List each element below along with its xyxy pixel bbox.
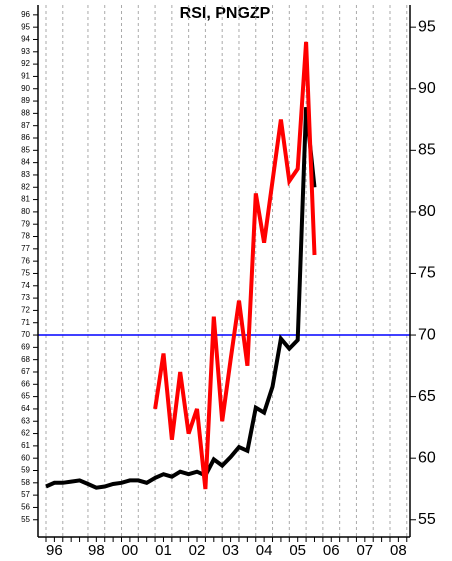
y-tick-label: 67 bbox=[21, 367, 30, 376]
x-tick-label: 00 bbox=[122, 542, 139, 559]
y2-tick-label: 65 bbox=[418, 388, 436, 405]
y-tick-label: 73 bbox=[21, 293, 30, 302]
y-tick-label: 70 bbox=[21, 330, 30, 339]
y-tick-label: 76 bbox=[21, 256, 30, 265]
y-tick-label: 55 bbox=[21, 515, 30, 524]
x-tick-label: 08 bbox=[390, 542, 407, 559]
y-tick-label: 64 bbox=[21, 404, 30, 413]
y-tick-label: 79 bbox=[21, 219, 30, 228]
y-tick-label: 71 bbox=[21, 318, 30, 327]
y-tick-label: 92 bbox=[21, 59, 30, 68]
series-line bbox=[45, 106, 317, 490]
y-tick-label: 90 bbox=[21, 84, 30, 93]
y-tick-label: 82 bbox=[21, 182, 30, 191]
y2-tick-label: 60 bbox=[418, 449, 436, 466]
y-tick-label: 72 bbox=[21, 306, 30, 315]
y-tick-label: 93 bbox=[21, 47, 30, 56]
x-tick-label: 01 bbox=[155, 542, 172, 559]
y-tick-label: 88 bbox=[21, 108, 30, 117]
y-tick-label: 89 bbox=[21, 96, 30, 105]
y-tick-label: 83 bbox=[21, 170, 30, 179]
y-tick-label: 80 bbox=[21, 207, 30, 216]
y-tick-label: 57 bbox=[21, 490, 30, 499]
y-tick-label: 95 bbox=[21, 22, 30, 31]
y2-tick-label: 85 bbox=[418, 142, 436, 159]
y2-tick-label: 75 bbox=[418, 265, 436, 282]
y-tick-label: 63 bbox=[21, 416, 30, 425]
y-tick-label: 68 bbox=[21, 355, 30, 364]
y-tick-label: 74 bbox=[21, 281, 30, 290]
y-tick-label: 85 bbox=[21, 145, 30, 154]
y-tick-label: 59 bbox=[21, 466, 30, 475]
y2-tick-label: 95 bbox=[418, 18, 436, 35]
x-tick-label: 04 bbox=[256, 542, 273, 559]
y-tick-label: 77 bbox=[21, 244, 30, 253]
y-tick-label: 96 bbox=[21, 10, 30, 19]
y-tick-label: 66 bbox=[21, 379, 30, 388]
y2-tick-label: 55 bbox=[418, 511, 436, 528]
y-tick-label: 69 bbox=[21, 342, 30, 351]
y-tick-label: 75 bbox=[21, 269, 30, 278]
y2-tick-label: 90 bbox=[418, 80, 436, 97]
x-tick-label: 05 bbox=[289, 542, 306, 559]
chart-title: RSI, PNGZP bbox=[180, 5, 271, 22]
y-tick-label: 58 bbox=[21, 478, 30, 487]
y-tick-label: 62 bbox=[21, 429, 30, 438]
y-tick-label: 56 bbox=[21, 503, 30, 512]
y-tick-label: 94 bbox=[21, 35, 30, 44]
x-tick-label: 02 bbox=[189, 542, 206, 559]
y-tick-label: 78 bbox=[21, 232, 30, 241]
y-tick-label: 84 bbox=[21, 158, 30, 167]
x-tick-label: 06 bbox=[323, 542, 340, 559]
y2-tick-label: 80 bbox=[418, 203, 436, 220]
series-line bbox=[153, 41, 317, 490]
y-tick-label: 86 bbox=[21, 133, 30, 142]
x-tick-label: 07 bbox=[356, 542, 373, 559]
x-tick-label: 96 bbox=[46, 542, 63, 559]
y-tick-label: 61 bbox=[21, 441, 30, 450]
y-tick-label: 91 bbox=[21, 72, 30, 81]
y-tick-label: 60 bbox=[21, 453, 30, 462]
y-tick-label: 87 bbox=[21, 121, 30, 130]
y2-tick-label: 70 bbox=[418, 326, 436, 343]
y-tick-label: 65 bbox=[21, 392, 30, 401]
x-tick-label: 98 bbox=[88, 542, 105, 559]
x-tick-label: 03 bbox=[222, 542, 239, 559]
y-tick-label: 81 bbox=[21, 195, 30, 204]
